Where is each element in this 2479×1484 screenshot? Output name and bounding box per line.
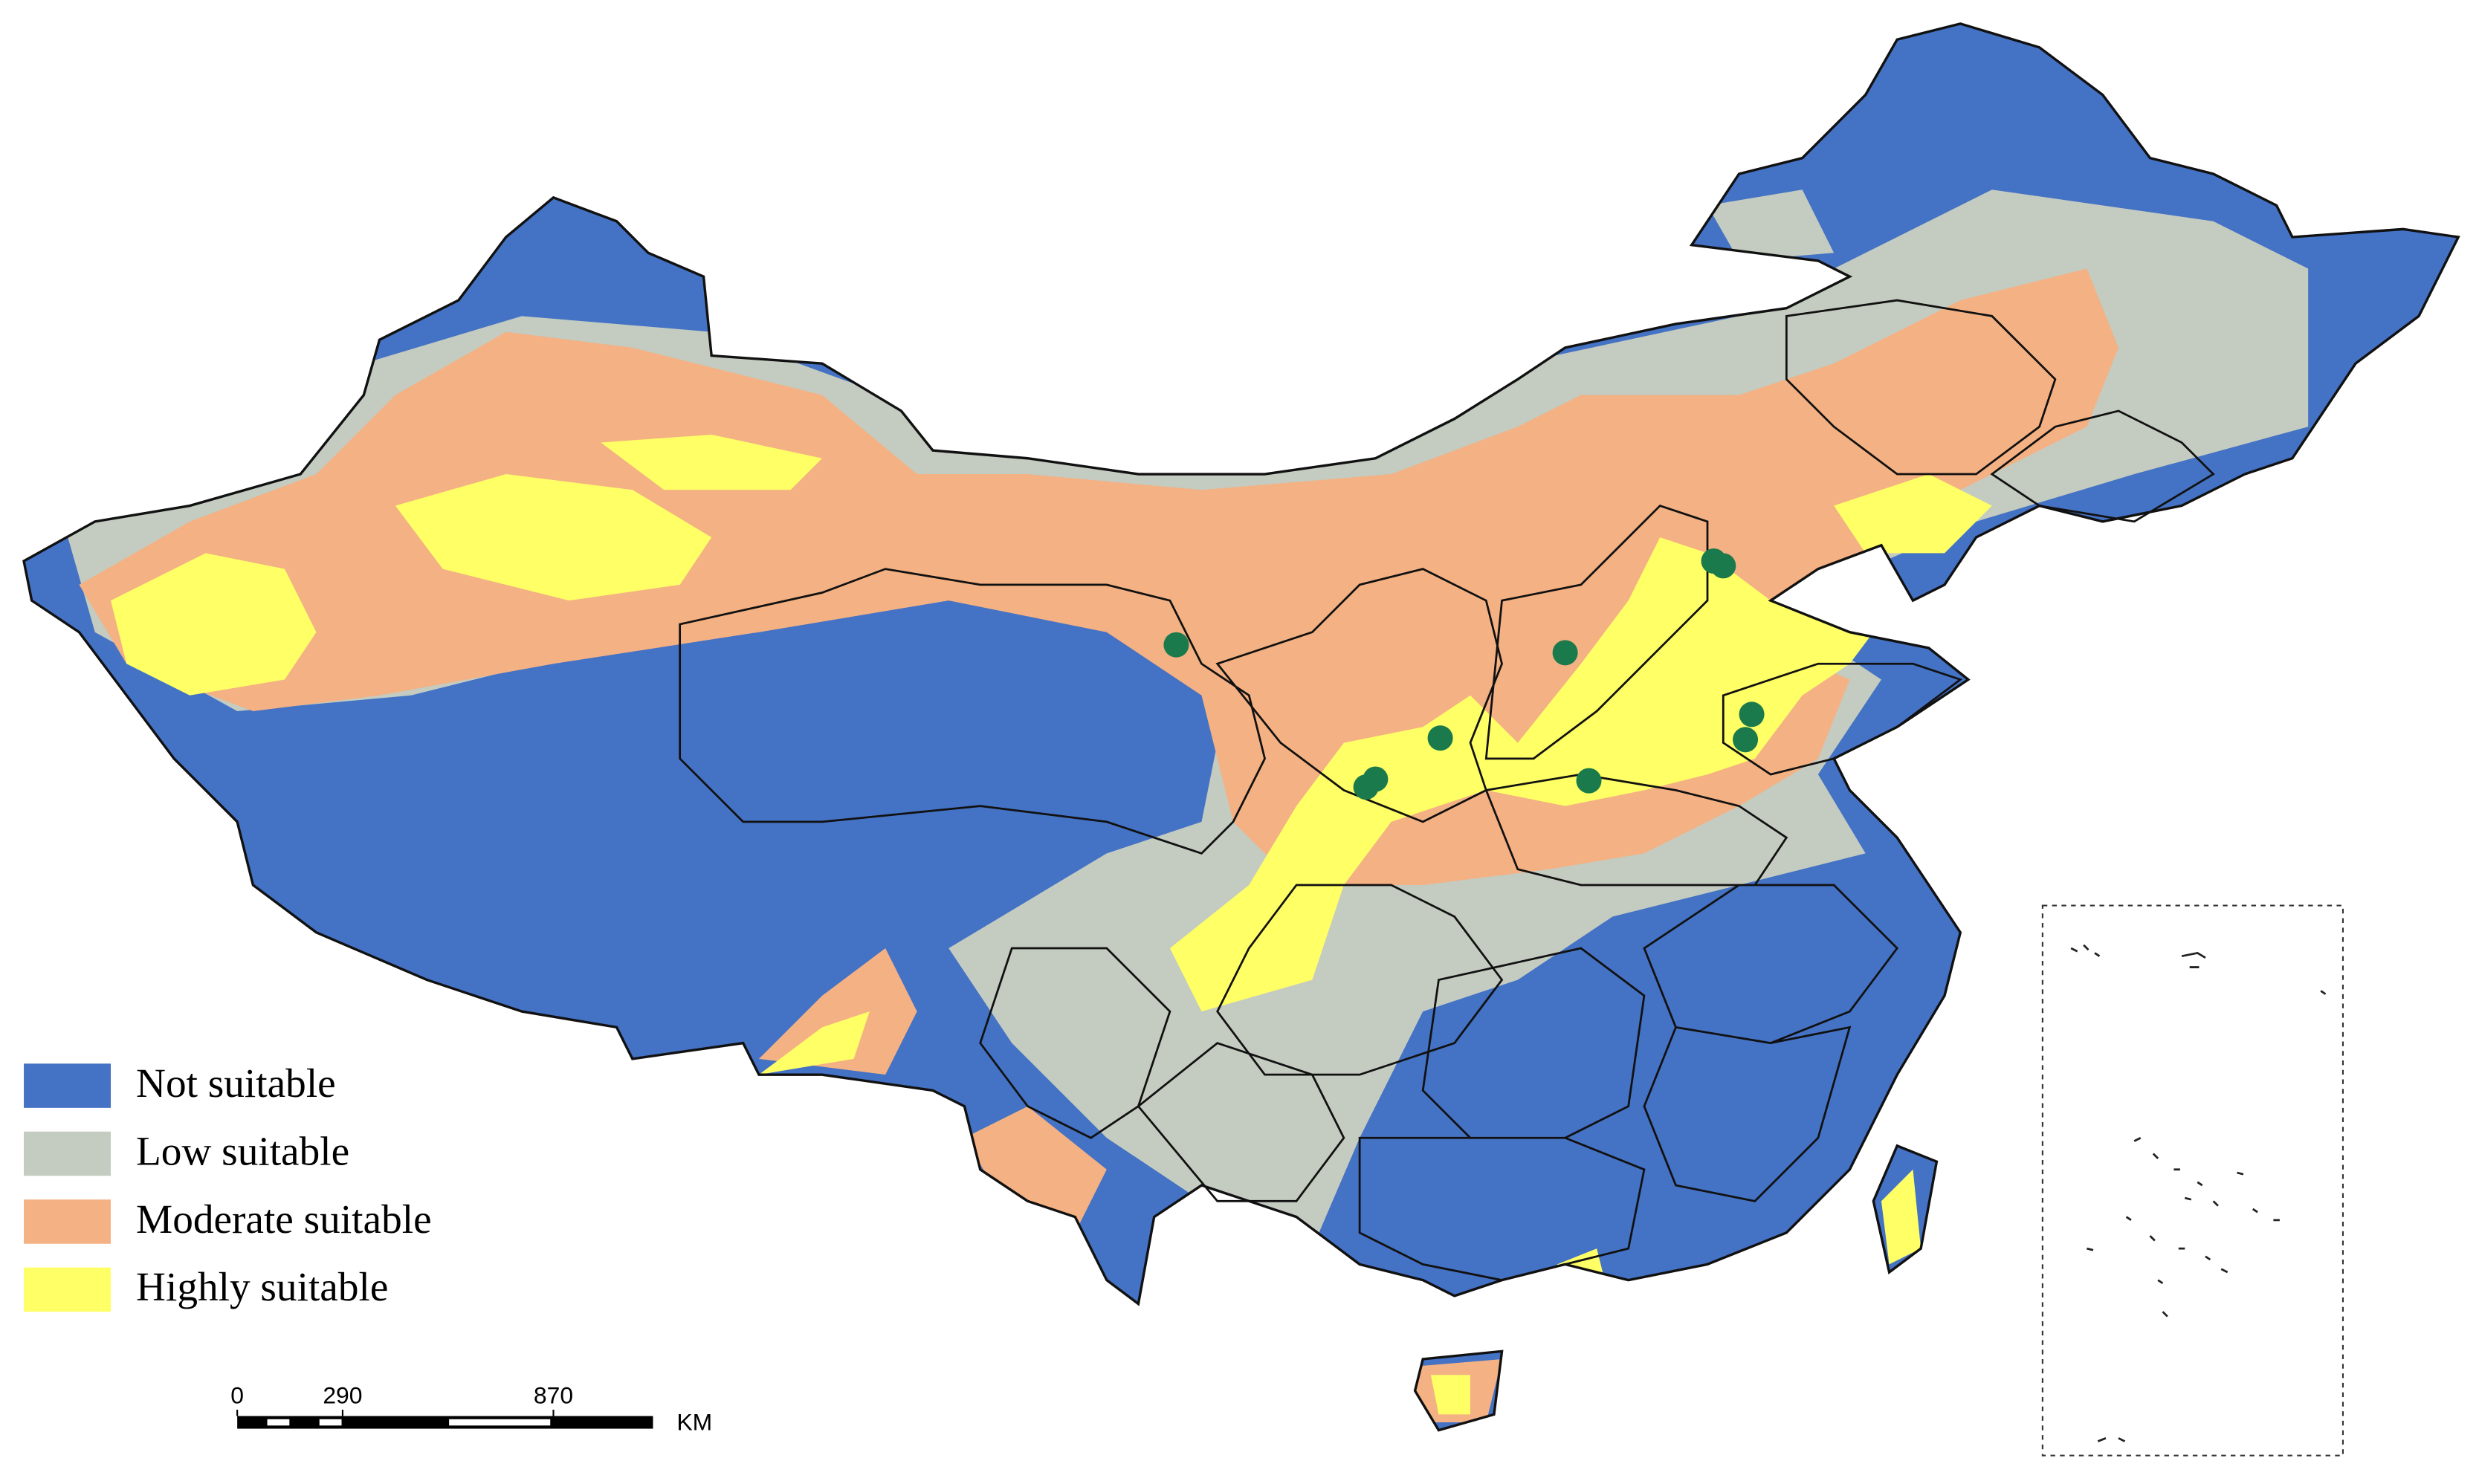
- occurrence-point: [1363, 766, 1389, 792]
- legend-swatch: [24, 1267, 111, 1312]
- legend-label: Moderate suitable: [136, 1196, 432, 1242]
- scale-bar-body: [237, 1416, 653, 1429]
- scale-bar: 0 290 870 KM: [230, 1382, 712, 1436]
- scale-unit: KM: [676, 1409, 712, 1436]
- inset-islands: [2070, 944, 2327, 1442]
- scale-bar-segment: [449, 1419, 551, 1426]
- legend: Not suitable Low suitable Moderate suitabl…: [24, 1060, 432, 1312]
- scale-tick-label: 290: [323, 1382, 362, 1409]
- occurrence-point: [1739, 702, 1765, 728]
- highly-suitable-area: [1169, 537, 1898, 1012]
- legend-label: Highly suitable: [136, 1264, 388, 1309]
- occurrence-point: [1163, 632, 1189, 658]
- occurrence-point: [1552, 640, 1578, 666]
- scale-tick-label: 870: [534, 1382, 573, 1409]
- inset-frame: [2041, 904, 2344, 1457]
- occurrence-point: [1701, 548, 1727, 574]
- moderate-suitable-area: [758, 948, 1502, 1423]
- scale-tick-label: 0: [230, 1382, 244, 1409]
- scale-bar-segment: [267, 1419, 290, 1426]
- legend-swatch: [24, 1131, 111, 1176]
- scale-bar-segment: [319, 1419, 342, 1426]
- inset-map: [2041, 904, 2344, 1457]
- legend-swatch: [24, 1199, 111, 1244]
- occurrence-point: [1576, 768, 1602, 794]
- occurrence-points: [1163, 548, 1765, 800]
- highly-suitable-area: [111, 434, 823, 696]
- low-suitable-area: [1707, 189, 1835, 261]
- occurrence-point: [1427, 725, 1453, 751]
- legend-swatch: [24, 1063, 111, 1108]
- occurrence-point: [1733, 727, 1759, 753]
- legend-label: Not suitable: [136, 1060, 336, 1106]
- legend-label: Low suitable: [136, 1128, 349, 1173]
